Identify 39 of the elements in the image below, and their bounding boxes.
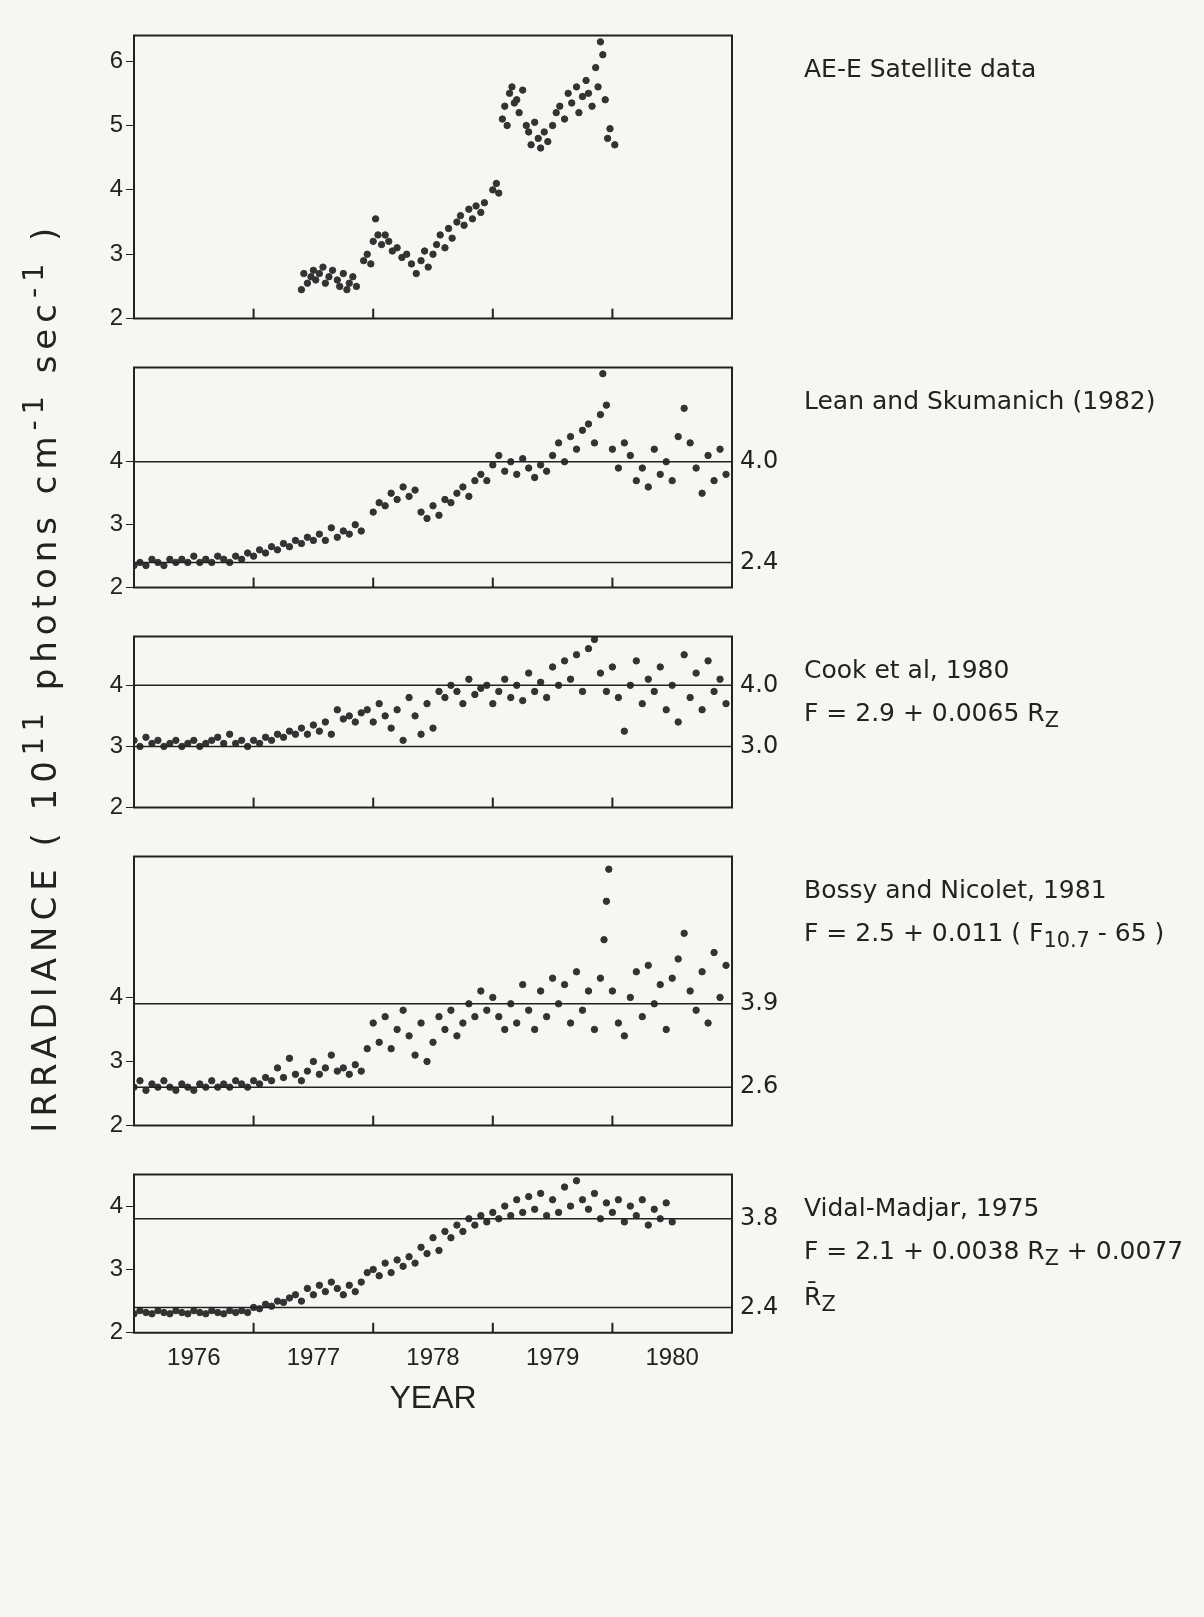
ref-line-label: 2.6 <box>740 1071 779 1100</box>
ref-line-label: 2.4 <box>740 546 779 575</box>
y-tick-label: 4 <box>109 446 123 474</box>
text: F = 2.9 + 0.0065 R$_{Z}$ <box>804 696 1060 734</box>
y-tick-label: 6 <box>109 45 123 73</box>
text: Lean and Skumanich (1982) <box>804 385 1157 417</box>
y-tick-label: 4 <box>109 982 123 1010</box>
ref-line-label: 2.4 <box>740 1291 779 1320</box>
y-tick-label: 3 <box>109 1254 123 1282</box>
ref-line-label: 3.9 <box>740 988 779 1017</box>
x-tick-label: 1976 <box>167 1342 221 1370</box>
y-tick-label: 4 <box>109 669 123 697</box>
text: Cook et al, 1980 <box>804 654 1011 686</box>
y-tick-label: 2 <box>109 792 123 820</box>
x-tick-label: 1977 <box>286 1342 341 1370</box>
y-tick-label: 3 <box>109 731 123 759</box>
x-tick-label: 1979 <box>525 1342 580 1370</box>
x-tick-label: 1978 <box>406 1342 460 1370</box>
y-tick-label: 2 <box>109 1110 123 1138</box>
y-tick-label: 2 <box>109 303 123 331</box>
y-tick-label: 4 <box>109 1190 123 1218</box>
y-tick-label: 3 <box>109 509 123 537</box>
y-tick-label: 2 <box>109 572 123 600</box>
x-tick-label: 1980 <box>645 1342 699 1370</box>
text: AE-E Satellite data <box>804 53 1038 85</box>
ref-line-label: 4.0 <box>740 669 779 698</box>
y-tick-label: 3 <box>109 238 123 266</box>
y-tick-label: 4 <box>109 174 123 202</box>
y-tick-label: 3 <box>109 1046 123 1074</box>
y-tick-label: 2 <box>109 1317 123 1345</box>
text: F = 2.1 + 0.0038 R$_{Z}$ + 0.0077 R̄$_{Z}$ <box>804 1235 1184 1316</box>
x-axis-title: YEAR <box>389 1378 477 1415</box>
ref-line-label: 3.8 <box>740 1202 779 1231</box>
ref-line-label: 4.0 <box>740 446 779 475</box>
ref-line-label: 3.0 <box>740 730 779 759</box>
y-tick-label: 5 <box>109 110 123 138</box>
text: Vidal-Madjar, 1975 <box>804 1192 1041 1224</box>
text: Bossy and Nicolet, 1981 <box>804 874 1108 906</box>
text: F = 2.5 + 0.011 ( F$_{10.7}$ - 65 ) <box>804 916 1166 954</box>
